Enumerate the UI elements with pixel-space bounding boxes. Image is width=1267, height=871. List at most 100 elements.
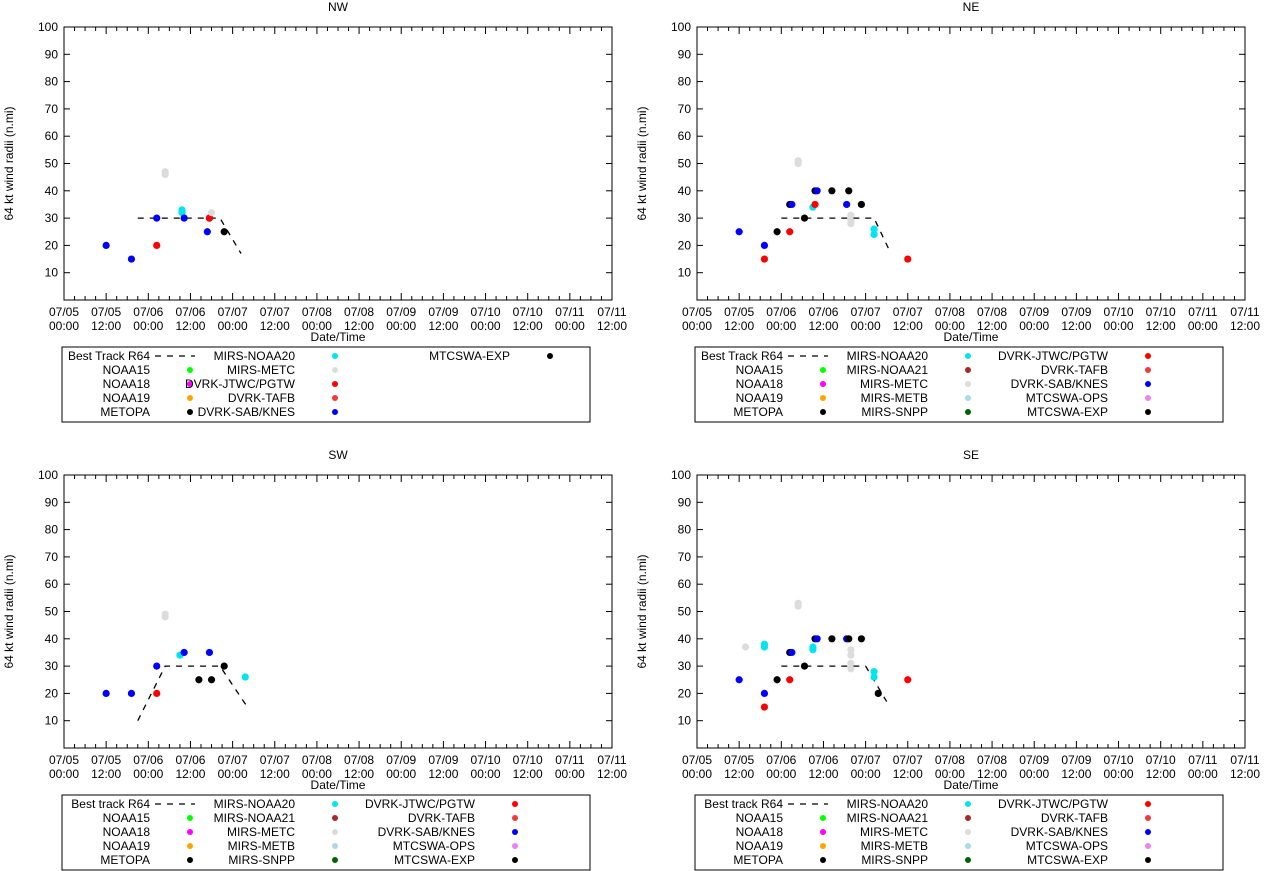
y-tick-label: 80: [678, 523, 692, 537]
x-tick-date: 07/11: [1230, 753, 1259, 767]
x-tick-time: 12:00: [91, 767, 121, 781]
legend-label: MTCSWA-EXP: [394, 853, 475, 867]
y-tick-label: 90: [678, 495, 692, 509]
legend-box: [61, 346, 591, 423]
data-point: [845, 187, 853, 195]
x-axis-label: Date/Time: [944, 778, 999, 792]
chart-panel-se: SE10203040506070809010007/0500:0007/0512…: [635, 448, 1260, 871]
x-tick-time: 12:00: [977, 319, 1007, 333]
x-tick-time: 00:00: [218, 767, 248, 781]
x-tick-time: 12:00: [1146, 767, 1176, 781]
y-tick-label: 50: [45, 157, 59, 171]
x-tick-time: 12:00: [597, 767, 627, 781]
x-tick-date: 07/07: [218, 753, 248, 767]
x-tick-time: 12:00: [344, 319, 374, 333]
x-tick-date: 07/08: [935, 305, 965, 319]
legend-label: DVRK-TAFB: [408, 811, 475, 825]
x-tick-date: 07/05: [91, 753, 121, 767]
x-tick-date: 07/07: [851, 753, 881, 767]
data-point: [788, 648, 796, 657]
legend-label: MTCSWA-OPS: [1026, 839, 1108, 853]
legend-label: MIRS-SNPP: [228, 853, 295, 867]
plot-frame: [63, 474, 613, 749]
x-tick-date: 07/11: [597, 753, 626, 767]
x-tick-time: 00:00: [471, 767, 501, 781]
y-tick-label: 20: [45, 686, 59, 700]
data-point: [870, 225, 878, 233]
x-tick-date: 07/05: [724, 753, 754, 767]
y-tick-label: 40: [678, 184, 692, 198]
y-axis-label: 64 kt wind radii (n.mi): [2, 106, 16, 220]
y-tick-label: 90: [45, 47, 59, 61]
data-point: [760, 703, 769, 711]
y-tick-label: 20: [678, 686, 692, 700]
data-point: [205, 214, 214, 222]
legend-label: NOAA15: [103, 363, 151, 377]
data-point: [845, 635, 853, 643]
data-point: [794, 599, 802, 607]
x-tick-date: 07/09: [1019, 753, 1049, 767]
legend-dot-marker: [332, 857, 338, 863]
y-axis-label: 64 kt wind radii (n.mi): [635, 106, 649, 220]
data-point: [847, 219, 855, 228]
data-point: [904, 676, 912, 684]
x-tick-date: 07/09: [428, 753, 458, 767]
x-tick-time: 00:00: [682, 767, 712, 781]
data-point: [153, 662, 161, 670]
x-tick-time: 12:00: [513, 767, 543, 781]
legend-label: MTCSWA-OPS: [1026, 391, 1108, 405]
legend-dot-marker: [187, 381, 193, 387]
y-tick-label: 20: [678, 238, 692, 252]
legend-dot-marker: [332, 843, 338, 849]
y-tick-label: 60: [45, 129, 59, 143]
x-tick-time: 00:00: [1188, 319, 1218, 333]
x-tick-time: 00:00: [302, 767, 332, 781]
legend-dot-marker: [187, 367, 193, 373]
legend-label: METOPA: [733, 405, 783, 419]
legend-box: [694, 794, 1224, 871]
legend-label: NOAA18: [103, 825, 151, 839]
legend-label: DVRK-JTWC/PGTW: [998, 349, 1109, 363]
legend-label: MIRS-NOAA20: [847, 349, 929, 363]
x-tick-date: 07/11: [1188, 753, 1217, 767]
chart-title: SW: [328, 448, 348, 462]
legend-label: NOAA19: [103, 839, 151, 853]
legend-dot-marker: [820, 843, 826, 849]
legend-dot-marker: [820, 829, 826, 835]
y-tick-label: 50: [678, 605, 692, 619]
x-tick-date: 07/07: [218, 305, 248, 319]
x-tick-date: 07/05: [49, 753, 79, 767]
x-tick-time: 12:00: [808, 767, 838, 781]
x-tick-date: 07/09: [1061, 753, 1091, 767]
x-tick-time: 12:00: [344, 767, 374, 781]
x-tick-date: 07/09: [1061, 305, 1091, 319]
data-point: [786, 676, 794, 684]
x-tick-date: 07/09: [1019, 305, 1049, 319]
x-tick-time: 00:00: [555, 319, 585, 333]
y-tick-label: 30: [45, 211, 59, 225]
legend-dot-marker: [820, 409, 826, 415]
legend-label: MIRS-NOAA21: [214, 811, 296, 825]
data-point: [161, 610, 169, 618]
legend-label: DVRK-SAB/KNES: [1011, 825, 1108, 839]
data-point: [847, 646, 855, 654]
y-tick-label: 70: [678, 102, 692, 116]
data-point: [813, 187, 821, 195]
data-point: [786, 228, 794, 236]
x-tick-time: 12:00: [893, 319, 923, 333]
legend-label: MTCSWA-EXP: [429, 349, 510, 363]
legend-dot-marker: [1145, 409, 1151, 415]
data-point: [870, 667, 878, 676]
legend-label: MIRS-METB: [861, 839, 928, 853]
data-point: [180, 214, 188, 222]
legend-dot-marker: [512, 829, 518, 835]
data-point: [220, 662, 228, 670]
legend-label: Best Track R64: [68, 349, 150, 363]
legend-dot-marker: [512, 801, 518, 807]
x-tick-time: 00:00: [1104, 767, 1134, 781]
data-point: [847, 211, 855, 219]
y-axis-label: 64 kt wind radii (n.mi): [2, 554, 16, 668]
data-point: [760, 255, 769, 263]
x-tick-date: 07/06: [175, 305, 205, 319]
data-point: [794, 157, 802, 165]
